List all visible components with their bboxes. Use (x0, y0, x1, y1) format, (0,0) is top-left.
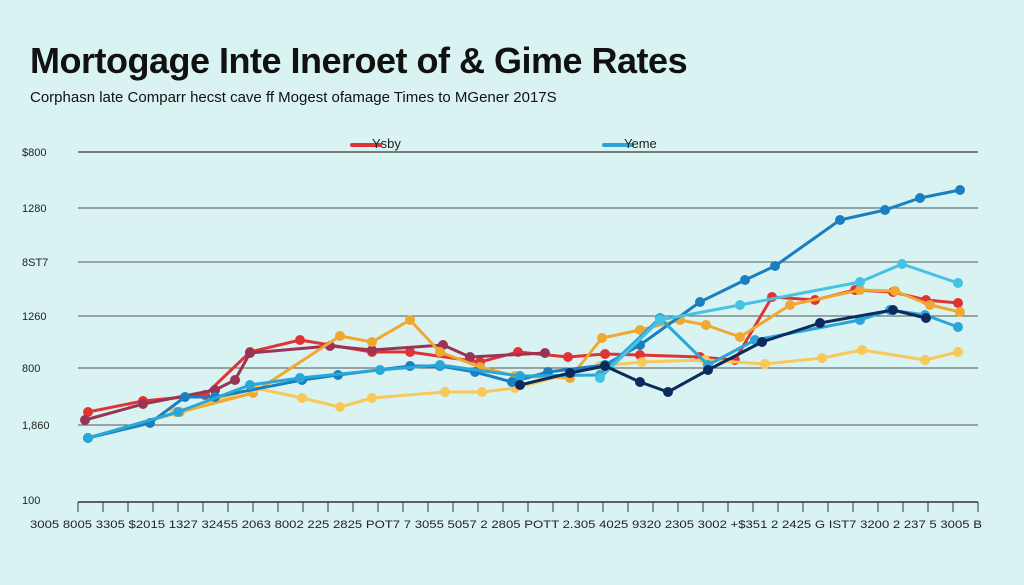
data-point (375, 365, 385, 375)
data-point (701, 320, 711, 330)
data-point (921, 313, 931, 323)
data-point (955, 185, 965, 195)
data-point (740, 275, 750, 285)
data-point (855, 285, 865, 295)
data-point (597, 333, 607, 343)
series-line (598, 262, 960, 380)
data-point (953, 322, 963, 332)
data-point (405, 347, 415, 357)
data-point (953, 278, 963, 288)
data-point (173, 407, 183, 417)
data-point (83, 433, 93, 443)
data-point (637, 357, 647, 367)
data-point (785, 300, 795, 310)
data-point (770, 261, 780, 271)
data-point (367, 337, 377, 347)
chart-title: Mortogage Inte Ineroet of & Gime Rates (30, 40, 688, 81)
y-tick-label: 8ST7 (22, 257, 48, 269)
y-tick-label: 1280 (22, 203, 46, 215)
data-point (367, 393, 377, 403)
data-point (635, 325, 645, 335)
data-point (465, 352, 475, 362)
data-point (245, 380, 255, 390)
data-point (600, 361, 610, 371)
series-2 (83, 285, 965, 443)
data-point (915, 193, 925, 203)
series-7 (515, 305, 931, 397)
data-point (735, 332, 745, 342)
data-point (435, 347, 445, 357)
data-point (955, 307, 965, 317)
y-tick-label: $800 (22, 147, 46, 159)
data-point (953, 298, 963, 308)
data-point (817, 353, 827, 363)
data-point (138, 399, 148, 409)
data-point (815, 318, 825, 328)
data-point (695, 297, 705, 307)
data-point (703, 365, 713, 375)
data-point (435, 360, 445, 370)
data-point (925, 300, 935, 310)
data-point (757, 337, 767, 347)
data-point (835, 215, 845, 225)
data-point (367, 345, 377, 355)
data-point (297, 393, 307, 403)
legend: Ysby Yeme (350, 136, 657, 151)
data-point (890, 286, 900, 296)
series-line (83, 343, 547, 422)
data-point (540, 348, 550, 358)
data-point (80, 415, 90, 425)
series-line (518, 308, 928, 394)
data-point (83, 407, 93, 417)
data-point (635, 377, 645, 387)
y-tick-label: 1,860 (22, 420, 50, 432)
x-axis: 3005 8005 3305 $2015 1327 32455 2063 800… (30, 501, 982, 531)
data-point (180, 392, 190, 402)
data-point (600, 349, 610, 359)
data-point (563, 352, 573, 362)
data-point (440, 387, 450, 397)
data-point (760, 359, 770, 369)
series-6 (595, 259, 963, 383)
data-point (855, 277, 865, 287)
data-point (507, 377, 517, 387)
series-group (80, 185, 965, 443)
data-point (897, 259, 907, 269)
data-point (663, 387, 673, 397)
data-point (735, 300, 745, 310)
series-1 (80, 340, 550, 425)
data-point (515, 371, 525, 381)
data-point (857, 345, 867, 355)
data-point (880, 205, 890, 215)
data-point (565, 368, 575, 378)
x-tick-labels: 3005 8005 3305 $2015 1327 32455 2063 800… (30, 519, 982, 531)
data-point (515, 380, 525, 390)
series-5 (83, 305, 963, 443)
y-axis: $800 1280 8ST7 1260 800 1,860 100 (22, 147, 50, 507)
data-point (245, 348, 255, 358)
data-point (920, 355, 930, 365)
data-point (210, 385, 220, 395)
data-point (230, 375, 240, 385)
data-point (888, 305, 898, 315)
legend-label: Yeme (624, 136, 657, 151)
data-point (405, 315, 415, 325)
data-point (335, 402, 345, 412)
data-point (953, 347, 963, 357)
data-point (335, 331, 345, 341)
series-line (86, 288, 962, 440)
grid-lines (78, 151, 978, 426)
data-point (655, 315, 665, 325)
data-point (295, 373, 305, 383)
y-tick-label: 800 (22, 363, 40, 375)
legend-label: Ysby (372, 136, 401, 151)
y-tick-label: 100 (22, 495, 40, 507)
data-point (295, 335, 305, 345)
data-point (595, 373, 605, 383)
data-point (477, 387, 487, 397)
chart-subtitle: Corphasn late Comparr hecst cave ff Moge… (30, 89, 557, 106)
y-tick-label: 1260 (22, 311, 46, 323)
